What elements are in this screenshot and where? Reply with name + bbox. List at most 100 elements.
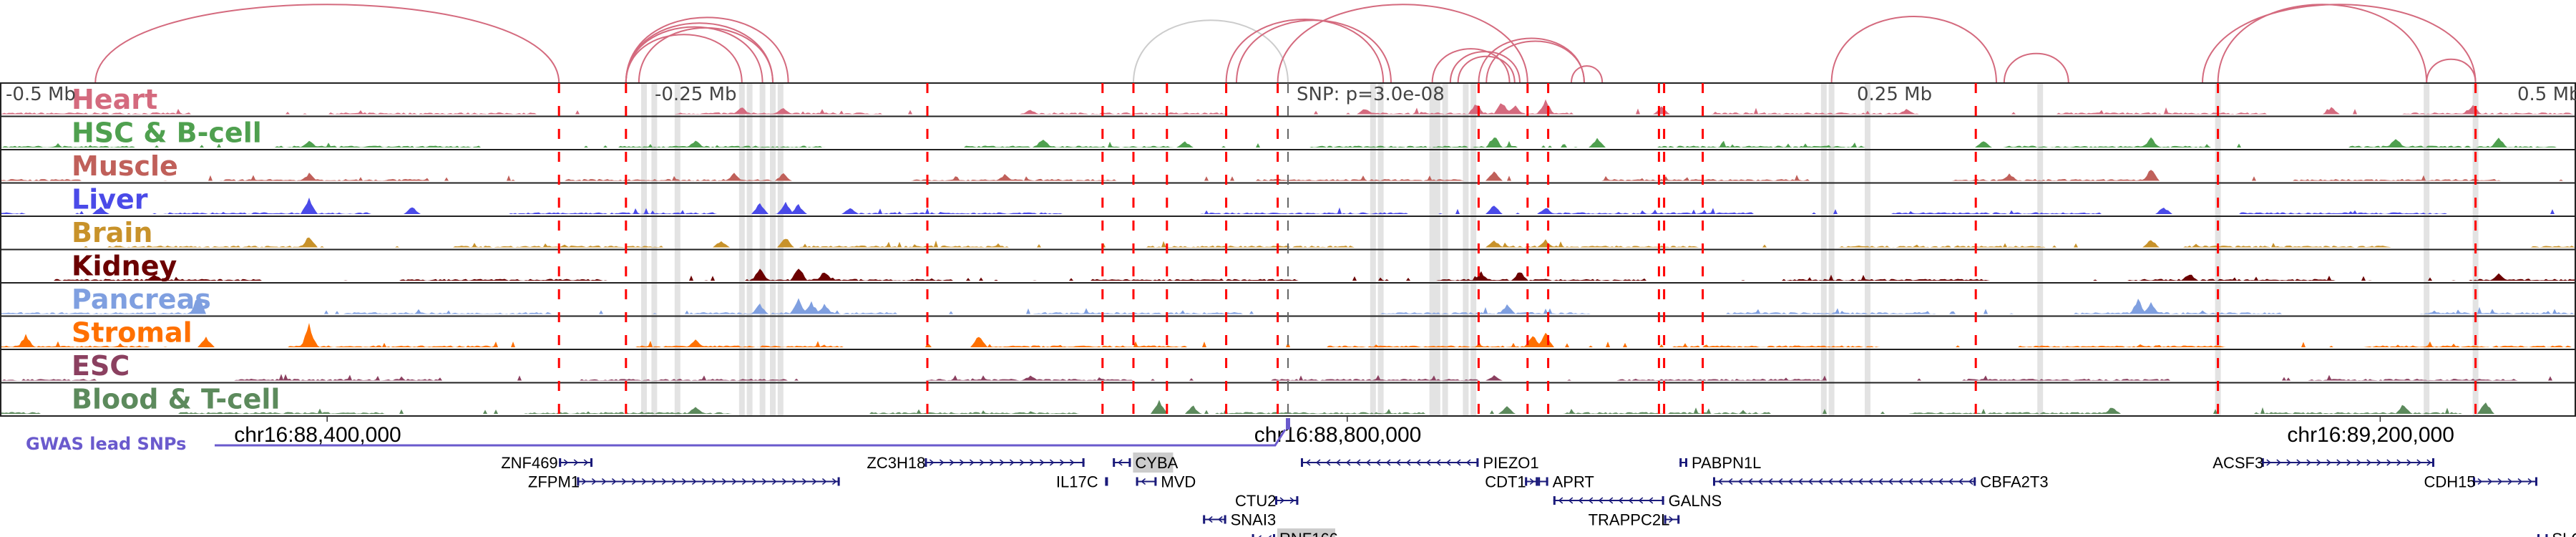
gene-exon bbox=[1275, 496, 1277, 505]
strand-arrow-icon bbox=[761, 478, 767, 485]
gene-exon bbox=[559, 458, 562, 467]
gene-exon bbox=[1301, 458, 1303, 467]
strand-arrow-icon bbox=[2336, 459, 2342, 466]
strand-arrow-icon bbox=[751, 478, 757, 485]
gene-exon bbox=[1476, 458, 1479, 467]
strand-arrow-icon bbox=[2286, 459, 2292, 466]
interaction-arc bbox=[625, 16, 789, 84]
strand-arrow-icon bbox=[1638, 497, 1644, 504]
strand-arrow-icon bbox=[939, 459, 945, 466]
strand-arrow-icon bbox=[1878, 478, 1883, 485]
gene-exon bbox=[1664, 515, 1667, 524]
track-label: ESC bbox=[72, 350, 130, 382]
red-marker-lines bbox=[557, 83, 2477, 416]
gene-exon bbox=[1154, 477, 1157, 486]
strand-arrow-icon bbox=[929, 459, 935, 466]
strand-arrow-icon bbox=[1618, 497, 1624, 504]
interaction-arc bbox=[1431, 48, 1511, 84]
gene-label: CYBA bbox=[1135, 454, 1178, 472]
strand-arrow-icon bbox=[1375, 459, 1381, 466]
strand-arrow-icon bbox=[1405, 459, 1411, 466]
gene-exon bbox=[837, 477, 840, 486]
gene-exon bbox=[1252, 534, 1254, 537]
strand-arrow-icon bbox=[2366, 459, 2372, 466]
gene-label: PIEZO1 bbox=[1483, 454, 1538, 472]
strand-arrow-icon bbox=[1968, 478, 1974, 485]
gene-exon bbox=[2537, 534, 2540, 537]
strand-arrow-icon bbox=[701, 478, 707, 485]
gene-exon bbox=[2261, 458, 2264, 467]
strand-arrow-icon bbox=[1325, 459, 1331, 466]
strand-arrow-icon bbox=[1888, 478, 1893, 485]
strand-arrow-icon bbox=[1315, 459, 1321, 466]
gene-exon bbox=[1713, 477, 1715, 486]
gene-label: ZNF469 bbox=[501, 454, 557, 472]
strand-arrow-icon bbox=[1305, 459, 1311, 466]
gene-label: CTU2 bbox=[1235, 492, 1276, 510]
gene-exon bbox=[2473, 477, 2475, 486]
strand-arrow-icon bbox=[1207, 516, 1213, 523]
gene-exon bbox=[1546, 477, 1548, 486]
strand-arrow-icon bbox=[1948, 478, 1953, 485]
gene-label: ACSF3 bbox=[2212, 454, 2263, 472]
strand-arrow-icon bbox=[811, 478, 817, 485]
gene-exon bbox=[1662, 496, 1664, 505]
interaction-arc bbox=[94, 4, 560, 84]
strand-arrow-icon bbox=[1415, 459, 1421, 466]
gene-label: ZC3H18 bbox=[867, 454, 925, 472]
strand-arrow-icon bbox=[1818, 478, 1823, 485]
gene-label: PABPN1L bbox=[1692, 454, 1761, 472]
strand-arrow-icon bbox=[1807, 478, 1813, 485]
strand-arrow-icon bbox=[1335, 459, 1341, 466]
strand-arrow-icon bbox=[631, 478, 637, 485]
strand-arrow-icon bbox=[721, 478, 727, 485]
track-label: Blood & T-cell bbox=[72, 384, 280, 415]
strand-arrow-icon bbox=[581, 478, 587, 485]
strand-arrow-icon bbox=[1717, 478, 1723, 485]
strand-arrow-icon bbox=[969, 459, 975, 466]
track-label: Stromal bbox=[72, 317, 192, 349]
gene-exon bbox=[1273, 534, 1275, 537]
strand-arrow-icon bbox=[1365, 459, 1371, 466]
strand-arrow-icon bbox=[2406, 459, 2412, 466]
gene-exon bbox=[1553, 496, 1556, 505]
strand-arrow-icon bbox=[2487, 478, 2493, 485]
strand-arrow-icon bbox=[2276, 459, 2282, 466]
gene-label: CDH15 bbox=[2424, 473, 2476, 491]
strand-arrow-icon bbox=[1019, 459, 1025, 466]
interaction-arc bbox=[1449, 51, 1521, 84]
strand-arrow-icon bbox=[651, 478, 657, 485]
strand-arrow-icon bbox=[1059, 459, 1065, 466]
strand-arrow-icon bbox=[2306, 459, 2312, 466]
gene-label: CDT1 bbox=[1485, 473, 1526, 491]
strand-arrow-icon bbox=[2416, 459, 2422, 466]
strand-arrow-icon bbox=[1578, 497, 1584, 504]
strand-arrow-icon bbox=[1898, 478, 1903, 485]
strand-arrow-icon bbox=[1737, 478, 1743, 485]
strand-arrow-icon bbox=[831, 478, 837, 485]
signal-track-pancreas bbox=[0, 298, 2576, 314]
strand-arrow-icon bbox=[731, 478, 737, 485]
interaction-arc bbox=[1457, 55, 1516, 84]
gwas-snp-track bbox=[215, 418, 1290, 447]
axis-tick-label: chr16:89,200,000 bbox=[2287, 423, 2454, 447]
strand-arrow-icon bbox=[611, 478, 617, 485]
gene-exon bbox=[1113, 458, 1116, 467]
gene-label: GALNS bbox=[1669, 492, 1722, 510]
interaction-arc bbox=[1225, 18, 1385, 84]
gene-exon bbox=[1296, 496, 1299, 505]
axis-tick-label: chr16:88,400,000 bbox=[234, 423, 401, 447]
strand-arrow-icon bbox=[1747, 478, 1753, 485]
strand-arrow-icon bbox=[621, 478, 627, 485]
interaction-arc bbox=[1830, 15, 1997, 84]
interaction-arc bbox=[2003, 52, 2069, 84]
strand-arrow-icon bbox=[1258, 535, 1262, 537]
gene-label: APRT bbox=[1553, 473, 1594, 491]
strand-arrow-icon bbox=[1787, 478, 1793, 485]
strand-arrow-icon bbox=[1217, 516, 1223, 523]
interaction-arc bbox=[1236, 19, 1392, 84]
gene-exon bbox=[1082, 458, 1085, 467]
gene-label: ZFPM1 bbox=[528, 473, 580, 491]
track-label: Heart bbox=[72, 84, 157, 115]
